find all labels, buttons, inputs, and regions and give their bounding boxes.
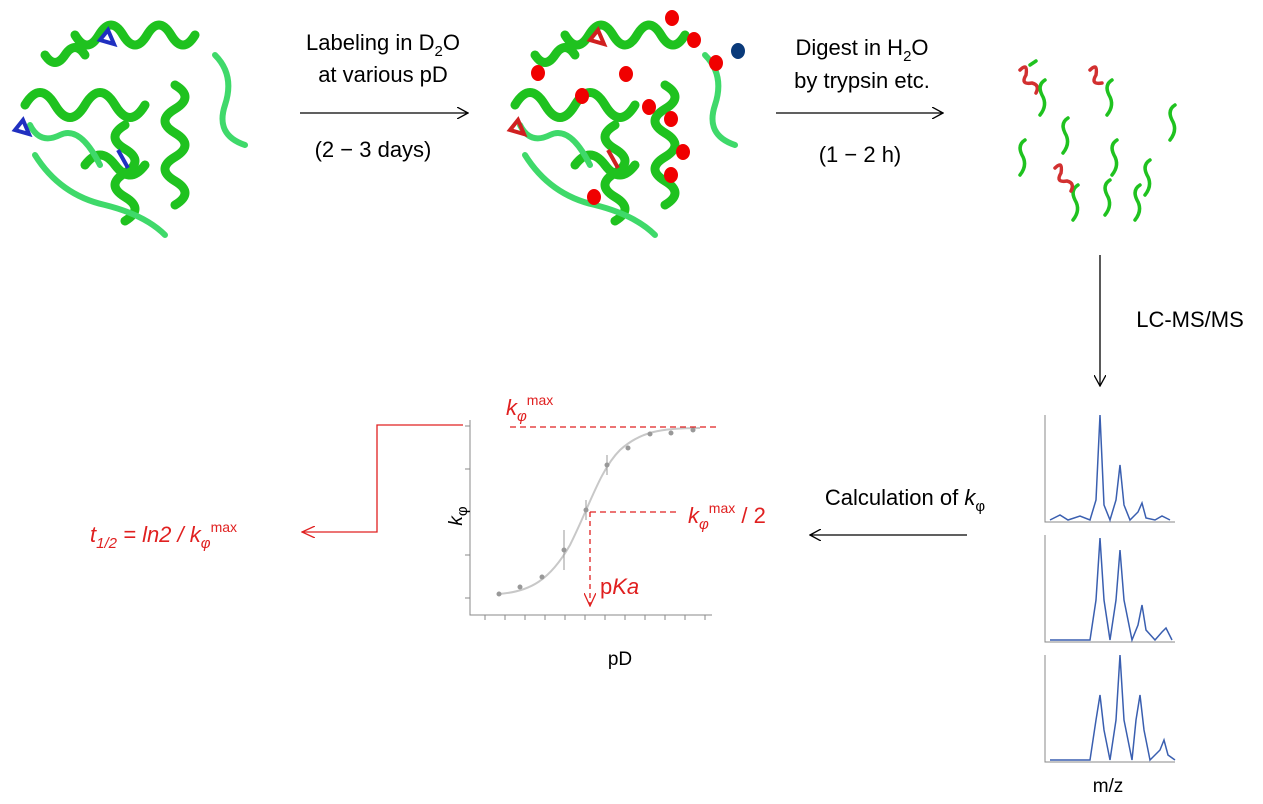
annotation: kφmax / 2 bbox=[688, 500, 766, 533]
step-label: LC-MS/MS bbox=[1136, 307, 1244, 332]
mass-spectra bbox=[1044, 414, 1176, 763]
step-label: Digest in H2O bbox=[795, 35, 928, 65]
step-label: Labeling in D2O bbox=[306, 30, 460, 60]
step-time: (1 − 2 h) bbox=[819, 142, 902, 167]
annotation: pKa bbox=[600, 574, 639, 599]
step-time: (2 − 3 days) bbox=[315, 137, 432, 162]
axis-label: pD bbox=[608, 649, 632, 670]
annotation: kφmax bbox=[506, 392, 553, 425]
titration-plot bbox=[465, 420, 720, 620]
protein-structure bbox=[11, 25, 245, 235]
peptides bbox=[1018, 59, 1177, 222]
axis-label: kφ bbox=[446, 506, 471, 526]
labeled-protein bbox=[506, 10, 745, 235]
step-label: by trypsin etc. bbox=[794, 68, 930, 93]
result-formula: t1/2 = ln2 / kφmax bbox=[90, 519, 237, 552]
step-label: Calculation of kφ bbox=[825, 485, 985, 515]
step-label: at various pD bbox=[318, 62, 448, 87]
arrow bbox=[302, 424, 463, 532]
axis-label: m/z bbox=[1093, 776, 1124, 797]
